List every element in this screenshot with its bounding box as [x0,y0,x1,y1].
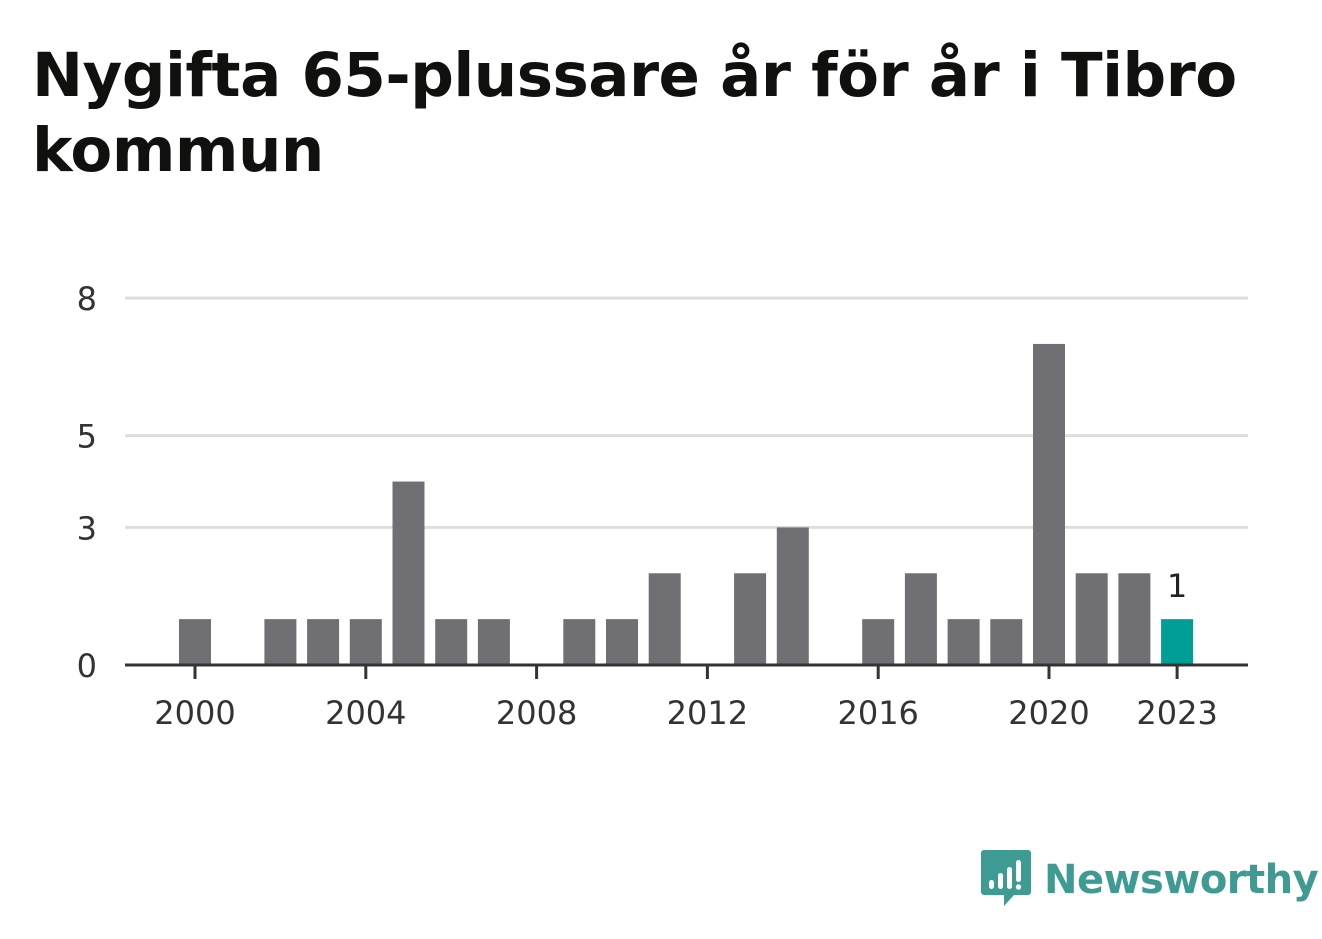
bar-2014 [776,527,809,665]
x-tick-label: 2008 [496,694,577,732]
data-label: 1 [1167,567,1187,605]
tick-labels: 0 3 5 8 2000 2004 2008 2012 2016 2020 2023 1 [77,280,1218,732]
bar-2004 [349,619,382,665]
newsworthy-logo-icon [980,848,1032,912]
bar-2010 [606,619,638,665]
x-tick-label: 2023 [1136,694,1217,732]
bar-2003 [307,619,340,665]
bar-2013 [734,573,767,665]
chart-title: Nygifta 65-plussare år för år i Tibro ko… [32,40,1237,186]
bar-2021 [1075,573,1108,665]
y-tick-label: 8 [77,280,97,318]
brand-name: Newsworthy [1044,857,1319,903]
bar-2007 [477,619,510,665]
bar-2022 [1118,573,1151,665]
x-tick-label: 2004 [325,694,406,732]
grid-lines [125,296,1248,529]
bar-2017 [904,573,937,665]
x-tick-label: 2000 [154,694,235,732]
x-tick-label: 2020 [1008,694,1089,732]
bar-2011 [648,573,681,665]
bar-2002 [264,619,297,665]
y-tick-label: 3 [77,509,97,547]
bar-2023 [1161,619,1194,665]
bar-2018 [947,619,980,665]
bar-2016 [862,619,895,665]
y-tick-label: 5 [77,418,97,456]
bar-2019 [990,619,1023,665]
y-tick-label: 0 [77,647,97,685]
bar-2009 [563,619,596,665]
bar-2000 [179,619,211,665]
x-tick-label: 2016 [837,694,918,732]
x-axis [125,663,1248,679]
bar-2020 [1033,343,1065,665]
bar-chart: 0 3 5 8 2000 2004 2008 2012 2016 2020 2023 1 [77,280,1248,732]
bar-2005 [392,481,425,665]
bars [179,343,1194,665]
newsworthy-brand: Newsworthy [980,848,1319,912]
x-tick-label: 2012 [667,694,748,732]
bar-2006 [435,619,468,665]
